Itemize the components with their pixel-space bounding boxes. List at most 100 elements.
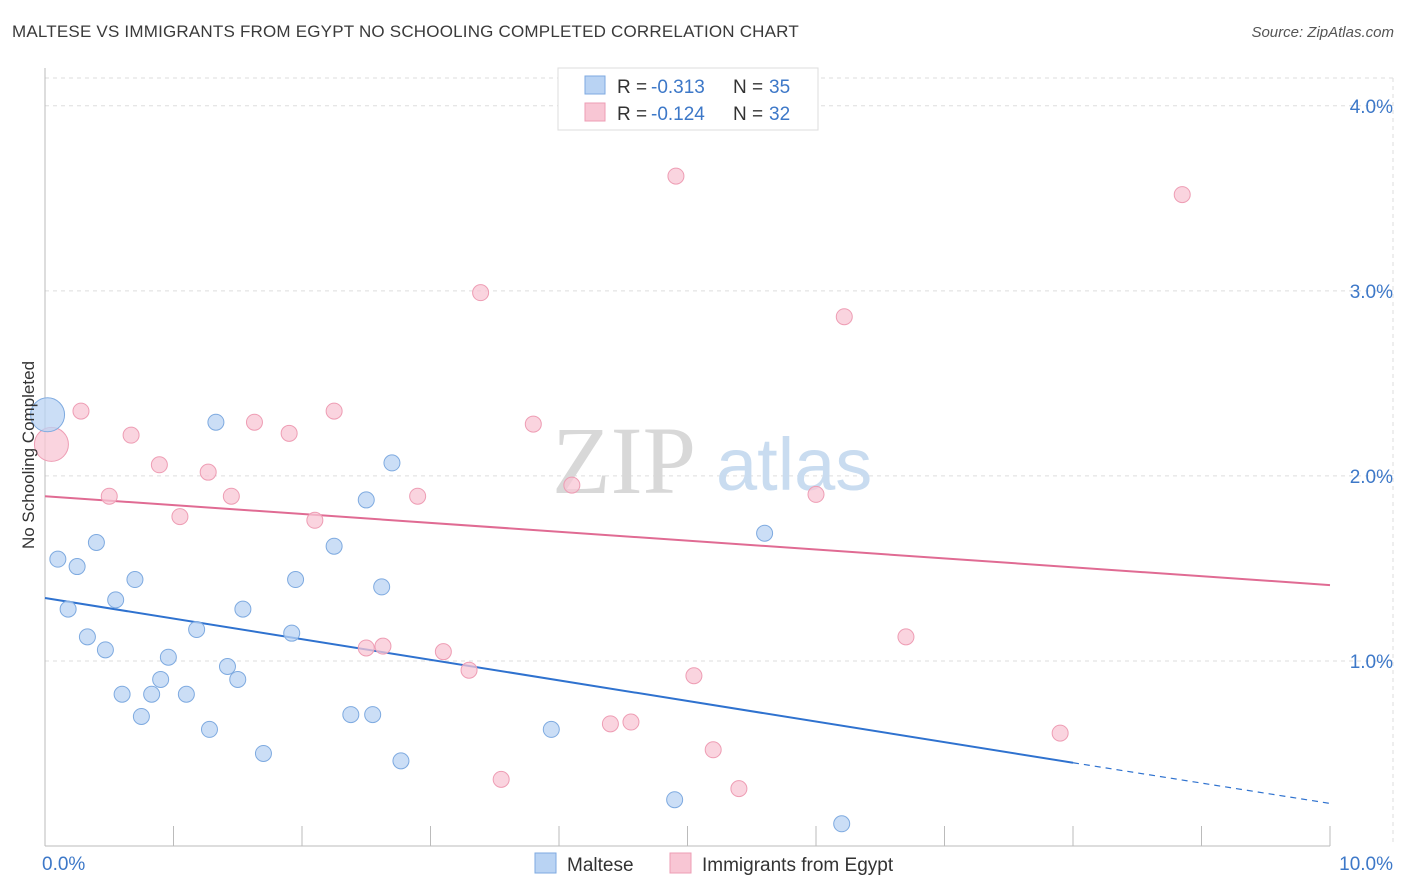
watermark: ZIP atlas bbox=[552, 407, 872, 514]
point-maltese-21 bbox=[254, 744, 272, 762]
point-egypt-20 bbox=[563, 476, 581, 494]
point-egypt-12 bbox=[357, 639, 375, 657]
point-egypt-10 bbox=[306, 511, 324, 529]
point-egypt-15 bbox=[434, 643, 452, 661]
source-label: Source: ZipAtlas.com bbox=[1251, 24, 1394, 41]
point-maltese-33 bbox=[756, 524, 774, 542]
point-maltese-26 bbox=[357, 491, 375, 509]
legend-n-label-maltese: N = bbox=[733, 77, 763, 98]
point-maltese-13 bbox=[159, 648, 177, 666]
point-maltese-3 bbox=[68, 558, 86, 576]
point-maltese-8 bbox=[113, 685, 131, 703]
point-egypt-16 bbox=[460, 661, 478, 679]
watermark-atlas: atlas bbox=[716, 423, 872, 506]
point-egypt-24 bbox=[685, 667, 703, 685]
point-maltese-1 bbox=[49, 550, 67, 568]
legend-swatch-egypt bbox=[584, 102, 606, 122]
bottom-legend-swatch-egypt bbox=[669, 852, 692, 874]
point-egypt-28 bbox=[835, 308, 853, 326]
point-maltese-9 bbox=[126, 571, 144, 589]
point-egypt-13 bbox=[374, 637, 392, 655]
axes bbox=[44, 68, 1331, 847]
point-maltese-14 bbox=[177, 685, 195, 703]
legend-r-label-egypt: R = bbox=[617, 104, 647, 125]
point-egypt-31 bbox=[1173, 186, 1191, 204]
bottom-legend-label-egypt: Immigrants from Egypt bbox=[702, 855, 894, 876]
legend-r-label-maltese: R = bbox=[617, 77, 647, 98]
legend-swatch-maltese bbox=[584, 75, 606, 95]
point-maltese-15 bbox=[188, 620, 206, 638]
point-maltese-5 bbox=[87, 534, 105, 552]
point-egypt-27 bbox=[807, 485, 825, 503]
point-maltese-28 bbox=[373, 578, 391, 596]
point-maltese-16 bbox=[200, 720, 218, 738]
point-maltese-34 bbox=[833, 815, 851, 833]
point-egypt-7 bbox=[222, 487, 240, 505]
point-maltese-32 bbox=[666, 791, 684, 809]
point-egypt-11 bbox=[325, 402, 343, 420]
point-egypt-3 bbox=[122, 426, 140, 444]
point-maltese-18 bbox=[218, 657, 236, 675]
point-egypt-6 bbox=[199, 463, 217, 481]
point-maltese-0 bbox=[30, 397, 66, 433]
watermark-zip: ZIP bbox=[552, 407, 696, 514]
point-maltese-22 bbox=[283, 624, 301, 642]
point-maltese-11 bbox=[143, 685, 161, 703]
bottom-legend-swatch-maltese bbox=[534, 852, 557, 874]
point-maltese-24 bbox=[325, 537, 343, 555]
point-egypt-25 bbox=[704, 741, 722, 759]
point-maltese-2 bbox=[59, 600, 77, 618]
point-egypt-21 bbox=[601, 715, 619, 733]
point-egypt-23 bbox=[667, 167, 685, 185]
trend-lines bbox=[44, 495, 1331, 805]
point-egypt-9 bbox=[280, 424, 298, 442]
data-points bbox=[30, 167, 1191, 833]
legend-n-value-maltese: 35 bbox=[769, 77, 790, 98]
point-egypt-17 bbox=[472, 284, 490, 302]
point-maltese-4 bbox=[78, 628, 96, 646]
tick-labels: 1.0% 2.0% 3.0% 4.0% 0.0% 10.0% bbox=[42, 97, 1393, 875]
point-egypt-19 bbox=[524, 415, 542, 433]
point-maltese-20 bbox=[234, 600, 252, 618]
legend-r-value-egypt: -0.124 bbox=[651, 104, 705, 125]
point-maltese-31 bbox=[542, 720, 560, 738]
bottom-legend-label-maltese: Maltese bbox=[567, 855, 634, 876]
x-tick-label-0: 0.0% bbox=[42, 854, 85, 875]
y-axis-label: No Schooling Completed bbox=[19, 361, 38, 549]
y-tick-label-1: 2.0% bbox=[1350, 467, 1393, 488]
point-maltese-19 bbox=[229, 670, 247, 688]
point-maltese-25 bbox=[342, 706, 360, 724]
legend-n-value-egypt: 32 bbox=[769, 104, 790, 125]
point-egypt-1 bbox=[72, 402, 90, 420]
point-maltese-12 bbox=[152, 670, 170, 688]
point-egypt-5 bbox=[171, 508, 189, 526]
y-tick-label-3: 4.0% bbox=[1350, 97, 1393, 118]
point-egypt-30 bbox=[1051, 724, 1069, 742]
point-maltese-27 bbox=[364, 706, 382, 724]
point-maltese-7 bbox=[107, 591, 125, 609]
trend-line-maltese bbox=[44, 597, 1074, 764]
x-tick-label-1: 10.0% bbox=[1339, 854, 1393, 875]
trend-line-egypt bbox=[44, 495, 1331, 587]
point-egypt-22 bbox=[622, 713, 640, 731]
y-tick-label-0: 1.0% bbox=[1350, 652, 1393, 673]
point-maltese-17 bbox=[207, 413, 225, 431]
point-egypt-14 bbox=[409, 487, 427, 505]
bottom-legend: Maltese Immigrants from Egypt bbox=[534, 852, 894, 876]
point-maltese-6 bbox=[96, 641, 114, 659]
chart-title: MALTESE VS IMMIGRANTS FROM EGYPT NO SCHO… bbox=[12, 22, 799, 41]
y-tick-label-2: 3.0% bbox=[1350, 282, 1393, 303]
legend: R = -0.313 N = 35 R = -0.124 N = 32 bbox=[557, 67, 819, 131]
point-egypt-0 bbox=[33, 426, 69, 462]
legend-n-label-egypt: N = bbox=[733, 104, 763, 125]
point-egypt-2 bbox=[100, 487, 118, 505]
point-maltese-29 bbox=[383, 454, 401, 472]
legend-r-value-maltese: -0.313 bbox=[651, 77, 705, 98]
point-egypt-29 bbox=[897, 628, 915, 646]
trend-line-maltese-extension bbox=[1072, 762, 1331, 805]
point-maltese-10 bbox=[132, 707, 150, 725]
point-egypt-4 bbox=[150, 456, 168, 474]
point-egypt-8 bbox=[245, 413, 263, 431]
point-egypt-26 bbox=[730, 780, 748, 798]
